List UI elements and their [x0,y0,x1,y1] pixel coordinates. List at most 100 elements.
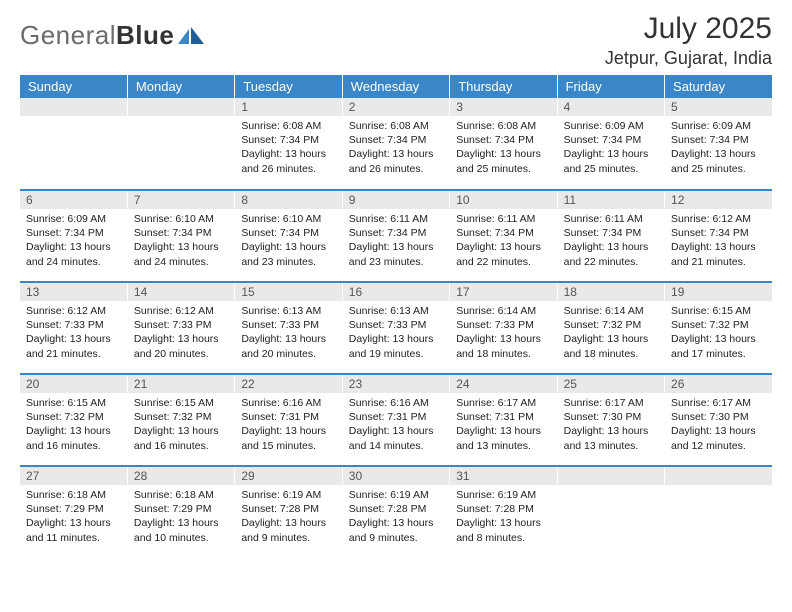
calendar-day-cell: 20Sunrise: 6:15 AMSunset: 7:32 PMDayligh… [20,374,127,466]
calendar-day-cell: 12Sunrise: 6:12 AMSunset: 7:34 PMDayligh… [665,190,772,282]
day-data: Sunrise: 6:18 AMSunset: 7:29 PMDaylight:… [128,485,234,548]
day-number: 15 [235,283,341,301]
calendar-day-cell: 24Sunrise: 6:17 AMSunset: 7:31 PMDayligh… [450,374,557,466]
day-number: 22 [235,375,341,393]
day-number: 19 [665,283,772,301]
day-data: Sunrise: 6:08 AMSunset: 7:34 PMDaylight:… [235,116,341,179]
calendar-day-cell: 7Sunrise: 6:10 AMSunset: 7:34 PMDaylight… [127,190,234,282]
day-data: Sunrise: 6:19 AMSunset: 7:28 PMDaylight:… [450,485,556,548]
calendar-day-cell: 3Sunrise: 6:08 AMSunset: 7:34 PMDaylight… [450,98,557,190]
day-data: Sunrise: 6:17 AMSunset: 7:30 PMDaylight:… [558,393,664,456]
location-title: Jetpur, Gujarat, India [605,48,772,69]
day-data: Sunrise: 6:16 AMSunset: 7:31 PMDaylight:… [235,393,341,456]
day-data: Sunrise: 6:09 AMSunset: 7:34 PMDaylight:… [558,116,664,179]
calendar-day-cell: 4Sunrise: 6:09 AMSunset: 7:34 PMDaylight… [557,98,664,190]
day-data: Sunrise: 6:11 AMSunset: 7:34 PMDaylight:… [343,209,449,272]
weekday-header: Tuesday [235,75,342,98]
day-number: 12 [665,191,772,209]
weekday-header: Saturday [665,75,772,98]
calendar-week-row: 27Sunrise: 6:18 AMSunset: 7:29 PMDayligh… [20,466,772,558]
calendar-day-cell: 13Sunrise: 6:12 AMSunset: 7:33 PMDayligh… [20,282,127,374]
calendar-day-cell: 23Sunrise: 6:16 AMSunset: 7:31 PMDayligh… [342,374,449,466]
calendar-week-row: 6Sunrise: 6:09 AMSunset: 7:34 PMDaylight… [20,190,772,282]
weekday-header: Friday [557,75,664,98]
calendar-day-cell [665,466,772,558]
weekday-header: Sunday [20,75,127,98]
calendar-day-cell: 26Sunrise: 6:17 AMSunset: 7:30 PMDayligh… [665,374,772,466]
day-number: 8 [235,191,341,209]
day-number: 24 [450,375,556,393]
day-number: 20 [20,375,127,393]
calendar-day-cell: 31Sunrise: 6:19 AMSunset: 7:28 PMDayligh… [450,466,557,558]
calendar-day-cell: 21Sunrise: 6:15 AMSunset: 7:32 PMDayligh… [127,374,234,466]
day-number: 10 [450,191,556,209]
weekday-header: Wednesday [342,75,449,98]
day-data: Sunrise: 6:09 AMSunset: 7:34 PMDaylight:… [665,116,772,179]
day-data: Sunrise: 6:13 AMSunset: 7:33 PMDaylight:… [235,301,341,364]
calendar-day-cell: 8Sunrise: 6:10 AMSunset: 7:34 PMDaylight… [235,190,342,282]
calendar-day-cell: 18Sunrise: 6:14 AMSunset: 7:32 PMDayligh… [557,282,664,374]
weekday-header: Monday [127,75,234,98]
calendar-day-cell: 9Sunrise: 6:11 AMSunset: 7:34 PMDaylight… [342,190,449,282]
day-data: Sunrise: 6:15 AMSunset: 7:32 PMDaylight:… [20,393,127,456]
calendar-day-cell: 28Sunrise: 6:18 AMSunset: 7:29 PMDayligh… [127,466,234,558]
title-block: July 2025 Jetpur, Gujarat, India [605,12,772,69]
day-number: 18 [558,283,664,301]
day-data: Sunrise: 6:17 AMSunset: 7:30 PMDaylight:… [665,393,772,456]
day-number: 5 [665,98,772,116]
day-data: Sunrise: 6:12 AMSunset: 7:33 PMDaylight:… [20,301,127,364]
day-number: 28 [128,467,234,485]
day-data: Sunrise: 6:10 AMSunset: 7:34 PMDaylight:… [128,209,234,272]
day-data: Sunrise: 6:12 AMSunset: 7:34 PMDaylight:… [665,209,772,272]
day-number-empty [558,467,664,485]
calendar-day-cell: 6Sunrise: 6:09 AMSunset: 7:34 PMDaylight… [20,190,127,282]
day-number: 14 [128,283,234,301]
logo-sail-icon [178,27,204,45]
day-data: Sunrise: 6:18 AMSunset: 7:29 PMDaylight:… [20,485,127,548]
day-number: 1 [235,98,341,116]
day-number: 4 [558,98,664,116]
day-data: Sunrise: 6:09 AMSunset: 7:34 PMDaylight:… [20,209,127,272]
day-number: 9 [343,191,449,209]
calendar-day-cell: 17Sunrise: 6:14 AMSunset: 7:33 PMDayligh… [450,282,557,374]
calendar-week-row: 1Sunrise: 6:08 AMSunset: 7:34 PMDaylight… [20,98,772,190]
calendar-day-cell: 14Sunrise: 6:12 AMSunset: 7:33 PMDayligh… [127,282,234,374]
day-number: 17 [450,283,556,301]
calendar-day-cell: 10Sunrise: 6:11 AMSunset: 7:34 PMDayligh… [450,190,557,282]
calendar-week-row: 20Sunrise: 6:15 AMSunset: 7:32 PMDayligh… [20,374,772,466]
day-data: Sunrise: 6:15 AMSunset: 7:32 PMDaylight:… [665,301,772,364]
day-number: 30 [343,467,449,485]
calendar-day-cell: 5Sunrise: 6:09 AMSunset: 7:34 PMDaylight… [665,98,772,190]
calendar-day-cell: 27Sunrise: 6:18 AMSunset: 7:29 PMDayligh… [20,466,127,558]
logo: GeneralBlue [20,20,204,51]
calendar-day-cell: 25Sunrise: 6:17 AMSunset: 7:30 PMDayligh… [557,374,664,466]
day-data: Sunrise: 6:10 AMSunset: 7:34 PMDaylight:… [235,209,341,272]
day-data: Sunrise: 6:08 AMSunset: 7:34 PMDaylight:… [343,116,449,179]
day-data: Sunrise: 6:12 AMSunset: 7:33 PMDaylight:… [128,301,234,364]
day-data: Sunrise: 6:14 AMSunset: 7:32 PMDaylight:… [558,301,664,364]
calendar-day-cell: 11Sunrise: 6:11 AMSunset: 7:34 PMDayligh… [557,190,664,282]
day-data: Sunrise: 6:13 AMSunset: 7:33 PMDaylight:… [343,301,449,364]
weekday-header-row: Sunday Monday Tuesday Wednesday Thursday… [20,75,772,98]
day-number: 23 [343,375,449,393]
day-number: 6 [20,191,127,209]
calendar-day-cell: 30Sunrise: 6:19 AMSunset: 7:28 PMDayligh… [342,466,449,558]
day-number: 13 [20,283,127,301]
day-data: Sunrise: 6:11 AMSunset: 7:34 PMDaylight:… [558,209,664,272]
day-data: Sunrise: 6:15 AMSunset: 7:32 PMDaylight:… [128,393,234,456]
calendar-day-cell: 15Sunrise: 6:13 AMSunset: 7:33 PMDayligh… [235,282,342,374]
day-data: Sunrise: 6:17 AMSunset: 7:31 PMDaylight:… [450,393,556,456]
calendar-day-cell: 22Sunrise: 6:16 AMSunset: 7:31 PMDayligh… [235,374,342,466]
calendar-table: Sunday Monday Tuesday Wednesday Thursday… [20,75,772,558]
day-data: Sunrise: 6:19 AMSunset: 7:28 PMDaylight:… [235,485,341,548]
logo-word2: Blue [116,20,174,50]
day-number: 3 [450,98,556,116]
day-data: Sunrise: 6:19 AMSunset: 7:28 PMDaylight:… [343,485,449,548]
calendar-day-cell: 2Sunrise: 6:08 AMSunset: 7:34 PMDaylight… [342,98,449,190]
day-number-empty [665,467,772,485]
logo-word1: General [20,20,116,50]
day-data: Sunrise: 6:11 AMSunset: 7:34 PMDaylight:… [450,209,556,272]
logo-text: GeneralBlue [20,20,174,51]
calendar-day-cell: 16Sunrise: 6:13 AMSunset: 7:33 PMDayligh… [342,282,449,374]
day-number: 31 [450,467,556,485]
